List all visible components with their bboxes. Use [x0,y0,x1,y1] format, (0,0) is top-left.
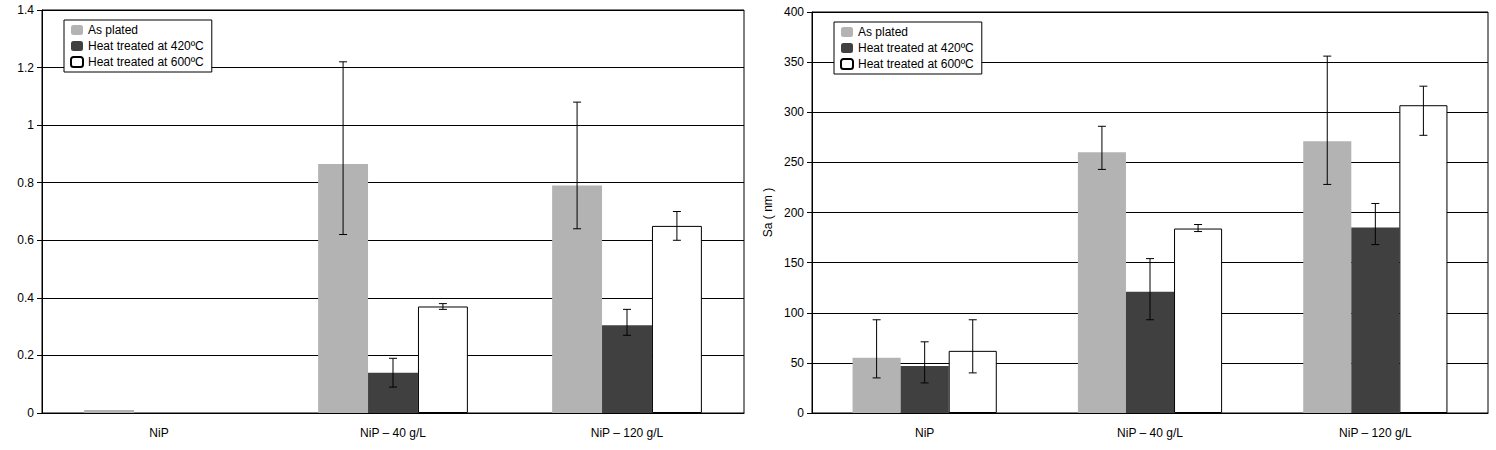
svg-text:0: 0 [27,406,34,420]
svg-text:As plated: As plated [858,25,908,39]
svg-text:As plated: As plated [88,23,138,37]
svg-text:250: 250 [784,155,804,169]
svg-text:300: 300 [784,105,804,119]
svg-text:50: 50 [791,356,805,370]
svg-text:Heat treated at 600ºC: Heat treated at 600ºC [88,55,204,69]
svg-text:1.4: 1.4 [17,3,34,17]
svg-text:Heat treated at 420ºC: Heat treated at 420ºC [88,39,204,53]
svg-text:0.2: 0.2 [17,348,34,362]
svg-text:1.2: 1.2 [17,61,34,75]
svg-text:NiP – 120 g/L: NiP – 120 g/L [1339,426,1412,440]
svg-text:Heat treated at 600ºC: Heat treated at 600ºC [858,57,974,71]
svg-text:Sa ( nm ): Sa ( nm ) [761,188,775,237]
svg-text:0.6: 0.6 [17,233,34,247]
svg-text:150: 150 [784,256,804,270]
svg-text:0.8: 0.8 [17,176,34,190]
svg-text:NiP – 120 g/L: NiP – 120 g/L [591,426,664,440]
svg-text:0: 0 [797,406,804,420]
svg-text:1: 1 [27,118,34,132]
svg-text:NiP: NiP [915,426,934,440]
svg-text:100: 100 [784,306,804,320]
svg-text:400: 400 [784,5,804,19]
svg-text:NiP – 40 g/L: NiP – 40 g/L [1117,426,1183,440]
svg-text:NiP: NiP [149,426,168,440]
svg-text:200: 200 [784,206,804,220]
svg-text:Heat treated at 420ºC: Heat treated at 420ºC [858,41,974,55]
svg-text:0.4: 0.4 [17,291,34,305]
svg-text:350: 350 [784,55,804,69]
svg-text:NiP – 40 g/L: NiP – 40 g/L [360,426,426,440]
